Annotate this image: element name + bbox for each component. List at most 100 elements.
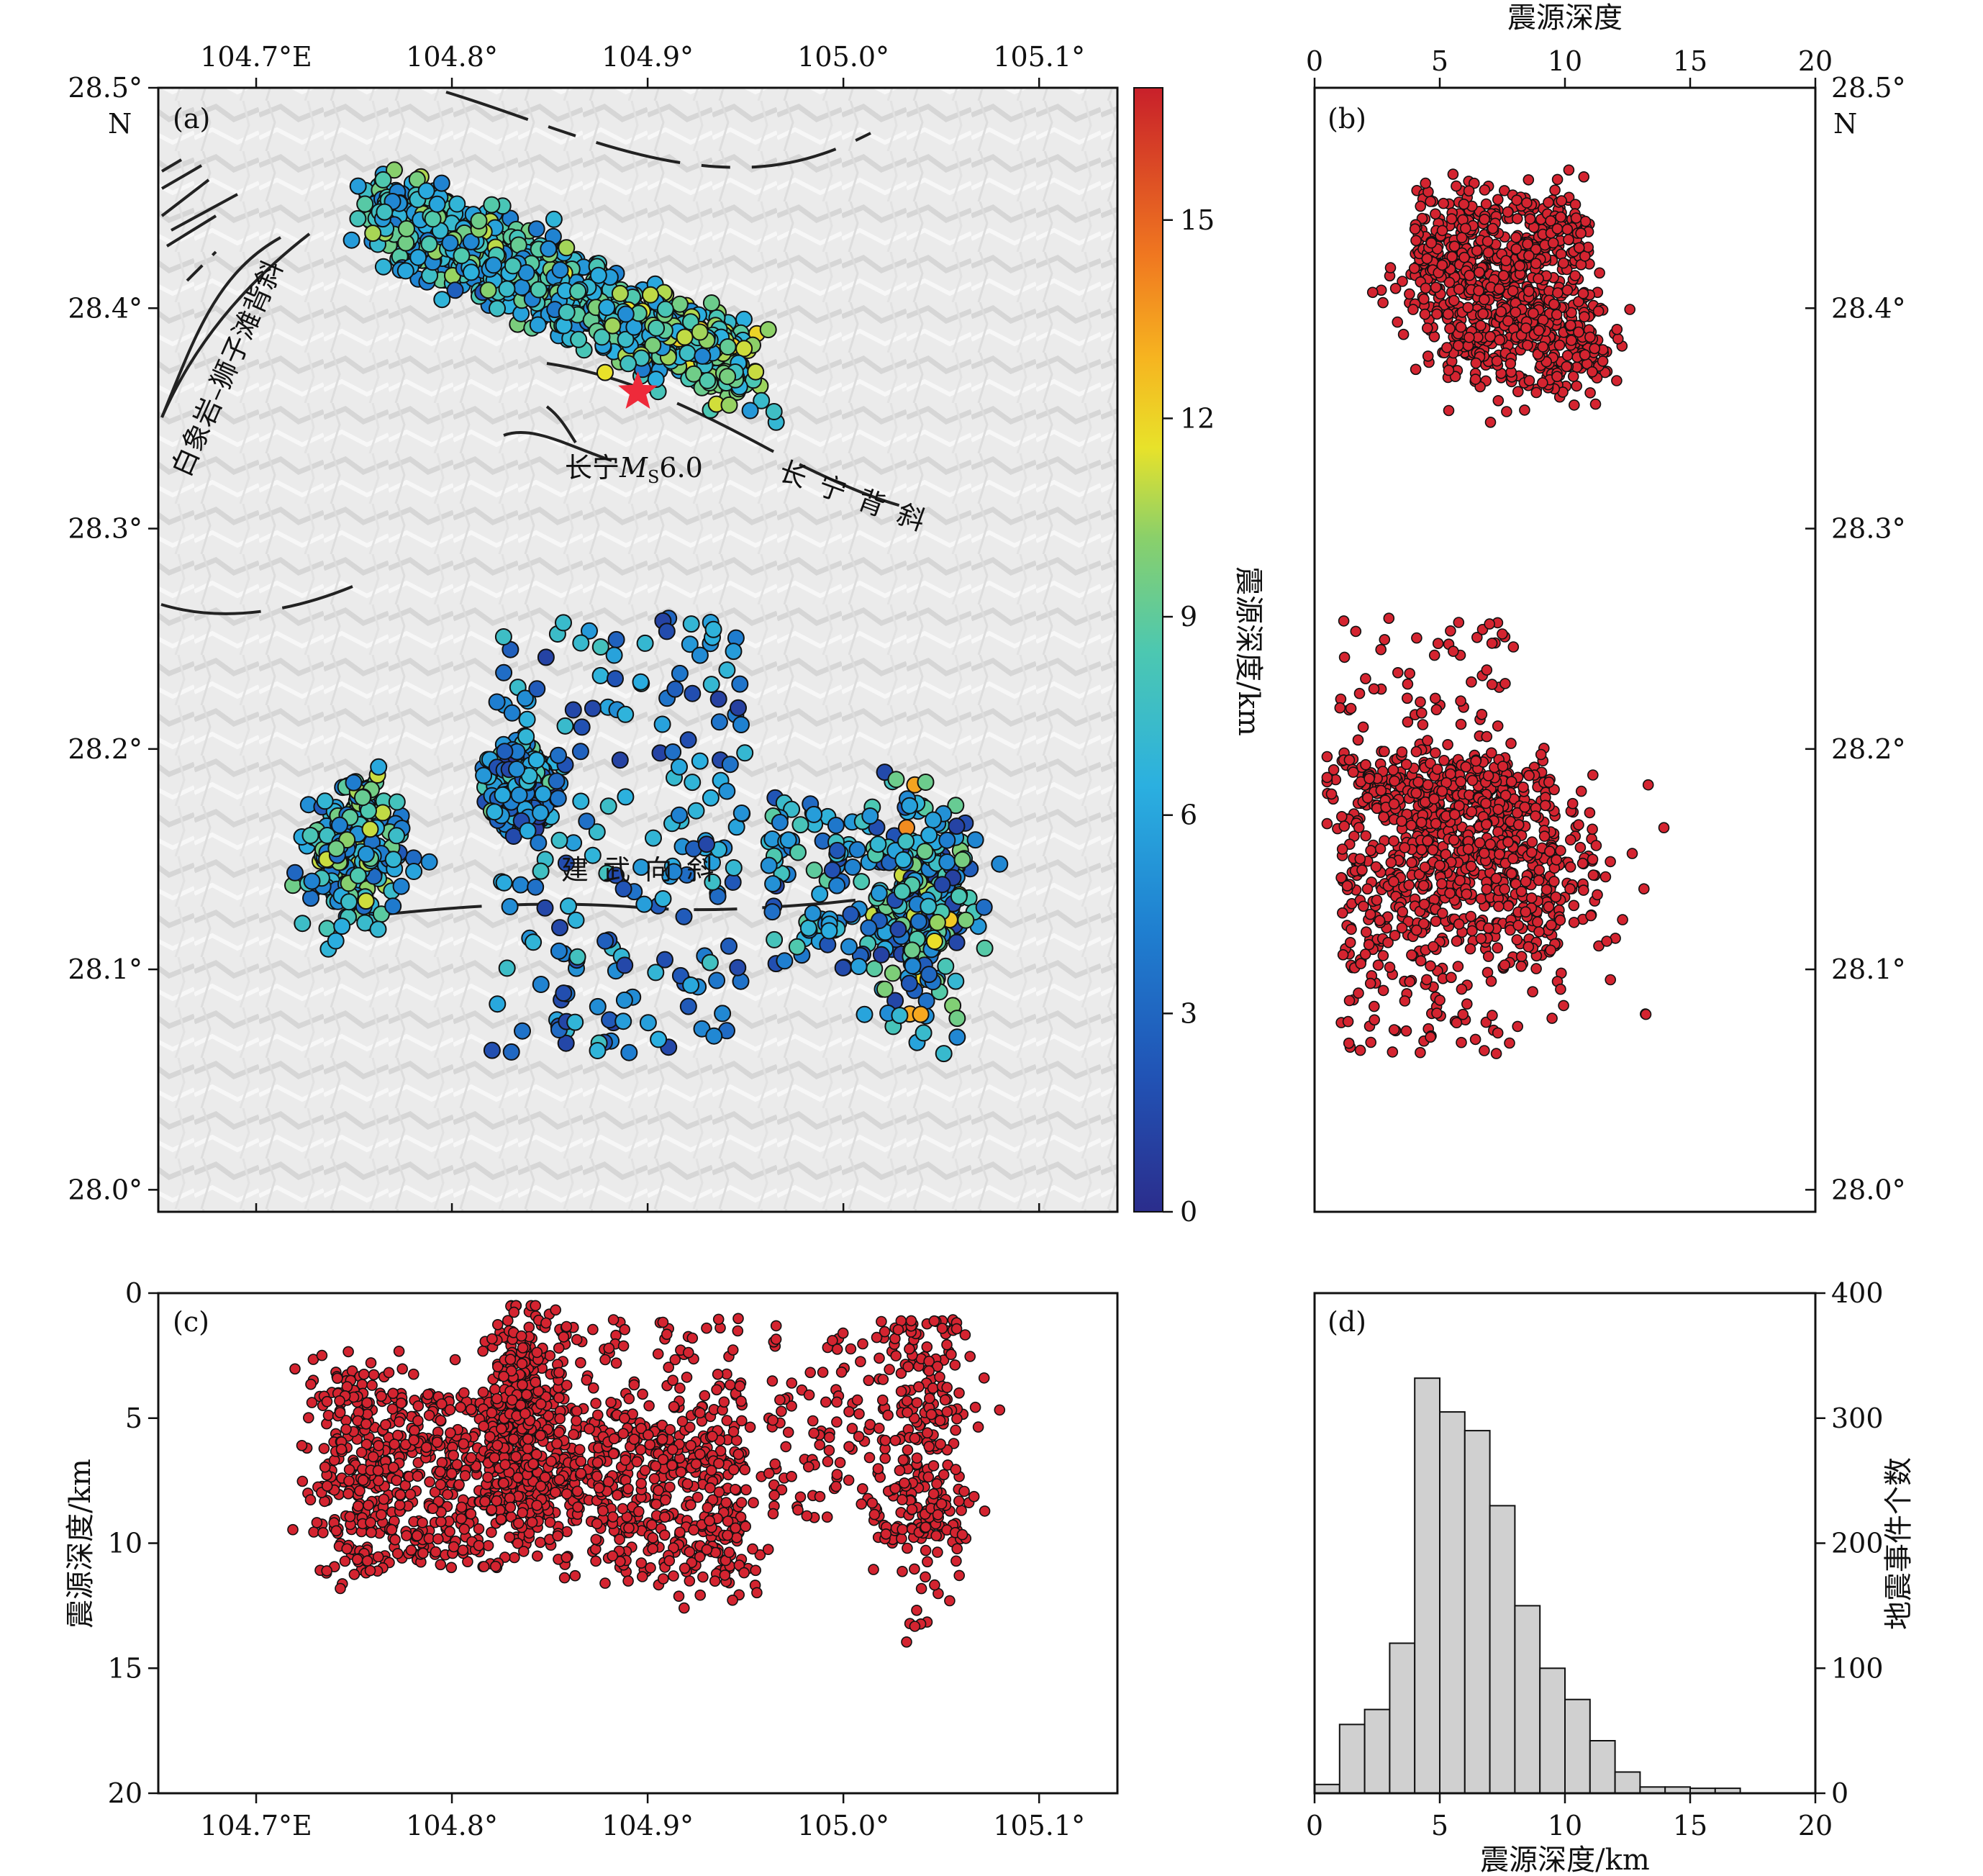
epicenter-marker: [741, 402, 759, 420]
hypocenter-point: [1492, 1027, 1504, 1039]
hypocenter-point: [1364, 908, 1376, 920]
hypocenter-point: [1505, 868, 1517, 879]
hypocenter-point: [1400, 758, 1412, 770]
epicenter-marker: [948, 933, 966, 951]
hypocenter-point: [1469, 1033, 1481, 1046]
hypocenter-point: [1597, 355, 1609, 367]
hypocenter-point: [1514, 260, 1525, 272]
hypocenter-point: [1431, 763, 1443, 775]
hypocenter-point: [1486, 747, 1497, 759]
hypocenter-point: [1589, 343, 1600, 355]
hypocenter-point: [1448, 834, 1460, 846]
hypocenter-point: [1480, 198, 1492, 210]
epicenter-marker: [527, 751, 545, 769]
hypocenter-point: [1512, 920, 1524, 931]
hypocenter-point: [1431, 308, 1443, 320]
epicenter-marker: [462, 263, 480, 281]
hypocenter-point: [1458, 251, 1470, 263]
hypocenter-point: [1420, 282, 1432, 294]
epicenter-marker: [532, 976, 550, 993]
epicenter-marker: [527, 220, 545, 238]
epicenter-marker: [725, 643, 743, 661]
hypocenter-point: [679, 1562, 691, 1574]
epicenter-marker: [950, 887, 968, 905]
epicenter-marker: [702, 789, 720, 807]
epicenter-marker: [975, 898, 993, 916]
mainshock-label: 长宁MS6.0: [565, 452, 703, 487]
hypocenter-point: [1550, 891, 1562, 903]
hypocenter-point: [1523, 174, 1535, 186]
epicenter-marker: [356, 195, 374, 213]
hypocenter-point: [445, 1427, 456, 1438]
epicenter-marker: [374, 258, 392, 276]
hypocenter-point: [458, 1438, 470, 1450]
hypocenter-point: [735, 1497, 748, 1508]
hypocenter-point: [1422, 322, 1433, 334]
hypocenter-point: [1345, 702, 1357, 715]
epicenter-marker: [327, 840, 345, 858]
epicenter-marker: [327, 932, 345, 950]
epicenter-marker: [915, 1024, 932, 1042]
epicenter-marker: [653, 715, 671, 733]
hypocenter-point: [1549, 184, 1561, 196]
epicenter-marker: [607, 866, 625, 884]
epicenter-marker: [763, 903, 781, 921]
hypocenter-point: [1533, 864, 1546, 876]
hypocenter-point: [1405, 820, 1417, 831]
epicenter-marker: [811, 885, 829, 903]
hypocenter-point: [1568, 917, 1580, 928]
epicenter-marker: [548, 772, 566, 790]
hypocenter-point: [417, 1517, 428, 1528]
hypocenter-point: [1354, 1044, 1366, 1056]
hypocenter-point: [740, 1521, 751, 1532]
epicenter-marker: [349, 209, 367, 227]
epicenter-marker: [937, 957, 955, 975]
hypocenter-point: [1589, 398, 1602, 410]
epicenter-marker: [691, 752, 709, 770]
epicenter-marker: [568, 948, 586, 966]
tick-label: 104.8°: [406, 41, 498, 73]
hypocenter-point: [1336, 843, 1348, 855]
epicenter-marker: [604, 317, 622, 335]
epicenter-marker: [501, 897, 519, 915]
epicenter-marker: [486, 803, 504, 821]
hypocenter-point: [1457, 1008, 1469, 1020]
epicenter-marker: [504, 828, 522, 845]
epicenter-marker: [357, 845, 375, 863]
tick-label: 5: [1431, 45, 1448, 77]
hypocenter-point: [1492, 942, 1503, 953]
hypocenter-point: [1584, 807, 1596, 819]
hypocenter-point: [1605, 856, 1616, 868]
epicenter-marker: [599, 797, 617, 815]
hypocenter-point: [444, 1404, 456, 1415]
epicenter-marker: [891, 1007, 909, 1025]
hypocenter-point: [663, 1555, 676, 1567]
epicenter-marker: [570, 330, 588, 348]
hypocenter-point: [648, 1473, 661, 1485]
panel-c-frame: [157, 1292, 1119, 1795]
epicenter-marker: [719, 338, 737, 355]
hypocenter-point: [1483, 922, 1494, 934]
epicenter-marker: [675, 907, 693, 925]
epicenter-marker: [759, 321, 777, 339]
hypocenter-point: [684, 1575, 696, 1587]
epicenter-marker: [565, 834, 583, 852]
hypocenter-point: [697, 1571, 709, 1583]
hypocenter-point: [445, 1467, 458, 1479]
epicenter-marker: [420, 853, 438, 871]
hypocenter-point: [1522, 339, 1533, 351]
hypocenter-point: [1325, 788, 1338, 800]
hypocenter-point: [1431, 1007, 1443, 1019]
hypocenter-point: [1388, 835, 1399, 847]
tick-label: 6: [1180, 799, 1197, 831]
hypocenter-point: [1526, 836, 1538, 848]
hypocenter-point: [1505, 358, 1517, 370]
epicenter-marker: [869, 835, 887, 853]
epicenter-marker: [340, 893, 358, 911]
hypocenter-point: [412, 1470, 424, 1482]
epicenter-marker: [536, 899, 554, 917]
epicenter-marker: [691, 323, 709, 341]
tick-label: 9: [1180, 601, 1197, 633]
hypocenter-point: [455, 1501, 468, 1513]
